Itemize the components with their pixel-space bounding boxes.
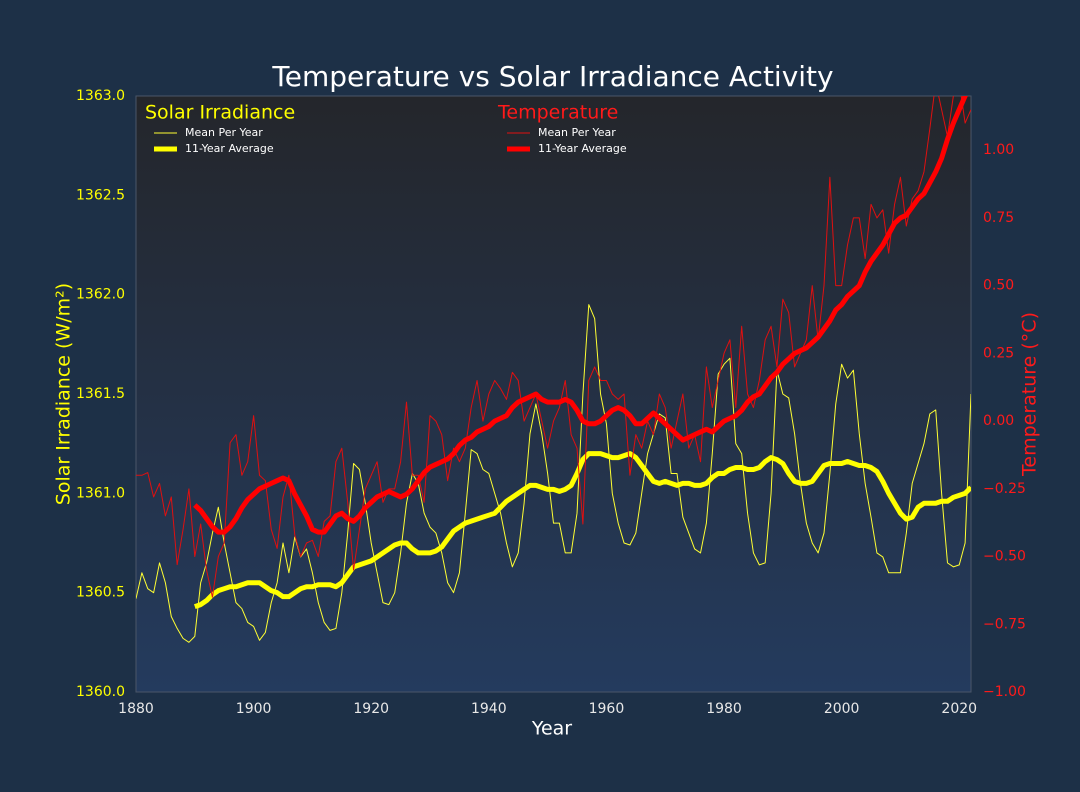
chart-title: Temperature vs Solar Irradiance Activity [271,60,833,93]
y2-tick-label: −0.75 [983,616,1026,632]
legend-title: Solar Irradiance [145,102,295,124]
x-tick-label: 1940 [471,701,507,717]
y-tick-label: 1360.5 [76,585,125,601]
y2-tick-label: −0.25 [983,481,1026,497]
x-tick-label: 1960 [589,701,625,717]
y-tick-label: 1360.0 [76,684,125,700]
y2-axis-label: Temperature (°C) [1019,312,1041,477]
y-tick-label: 1363.0 [76,88,125,104]
y2-tick-label: 0.50 [983,278,1014,294]
x-tick-label: 1920 [353,701,389,717]
series-line [194,451,971,609]
legend-label: Mean Per Year [538,126,616,139]
series-line [136,304,971,643]
y-axis-label: Solar Irradiance (W/m²) [53,283,75,505]
x-axis-label: Year [531,718,572,740]
y2-tick-label: 1.00 [983,142,1014,158]
y2-tick-label: −0.50 [983,549,1026,565]
x-tick-label: 1880 [118,701,154,717]
y2-tick-label: −1.00 [983,684,1026,700]
y2-tick-label: 0.25 [983,345,1014,361]
x-tick-label: 1980 [706,701,742,717]
series-line [193,96,968,535]
x-tick-label: 2020 [941,701,977,717]
series-group [136,96,971,643]
y-tick-label: 1362.5 [76,187,125,203]
y-tick-label: 1361.5 [76,386,125,402]
legend-label: Mean Per Year [185,126,263,139]
y-tick-label: 1362.0 [76,287,125,303]
y-tick-label: 1361.0 [76,485,125,501]
y2-tick-label: 0.00 [983,413,1014,429]
plot-area [135,95,972,693]
x-tick-label: 1900 [236,701,272,717]
legend-label: 11-Year Average [185,142,274,155]
legend-label: 11-Year Average [538,142,627,155]
legend-title: Temperature [497,102,618,124]
y2-tick-label: 0.75 [983,210,1014,226]
series-line [136,96,971,598]
x-tick-label: 2000 [824,701,860,717]
